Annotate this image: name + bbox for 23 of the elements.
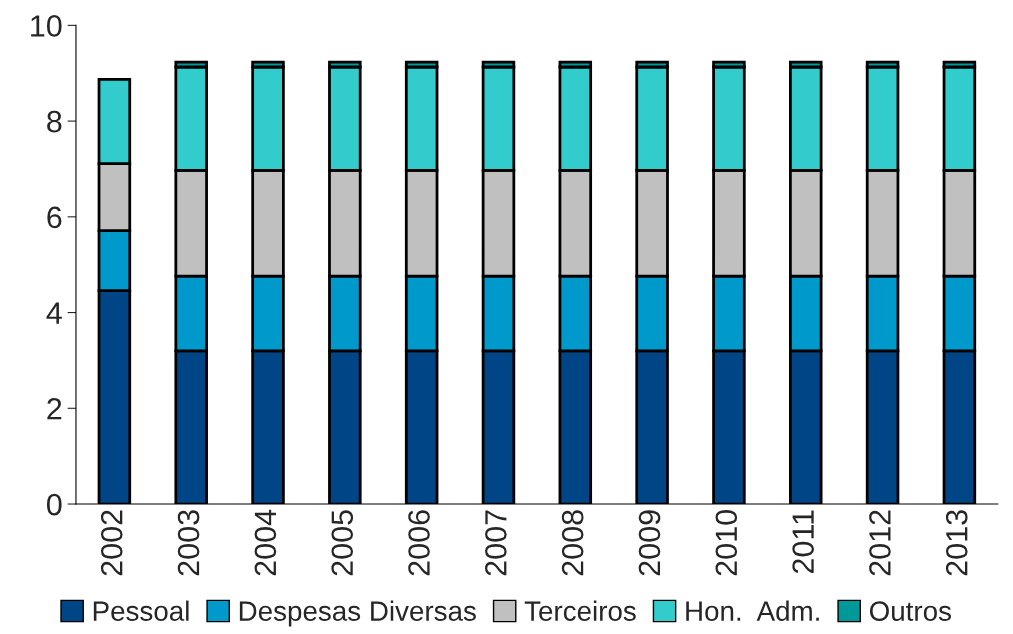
x-tick-label: 2010 (715, 510, 738, 576)
x-tick-label: 2011 (792, 510, 814, 574)
legend-label: Despesas Diversas (239, 600, 476, 627)
x-tick-label: 2003 (177, 510, 200, 576)
x-tick-label: 2006 (408, 510, 430, 576)
x-tick-label: 2009 (638, 510, 661, 576)
legend-label: Hon. Adm. (686, 600, 819, 621)
x-tick-label: 2007 (485, 510, 507, 576)
x-tick-label: 2005 (331, 510, 354, 576)
y-tick-label: 10 (31, 15, 62, 37)
x-tick-label: 2012 (869, 510, 891, 576)
legend-label: Pessoal (93, 600, 189, 621)
y-tick-label: 8 (47, 110, 62, 133)
y-tick-label: 4 (46, 302, 62, 324)
x-tick-label: 2002 (100, 510, 123, 576)
legend-label: Outros (869, 601, 951, 621)
x-tick-label: 2004 (254, 509, 277, 576)
legend-label: Terceiros (524, 600, 636, 621)
x-tick-label: 2013 (945, 510, 968, 576)
y-tick-label: 0 (46, 493, 62, 516)
y-tick-label: 2 (47, 398, 62, 420)
y-tick-label: 6 (47, 206, 62, 229)
x-tick-label: 2008 (561, 510, 584, 576)
